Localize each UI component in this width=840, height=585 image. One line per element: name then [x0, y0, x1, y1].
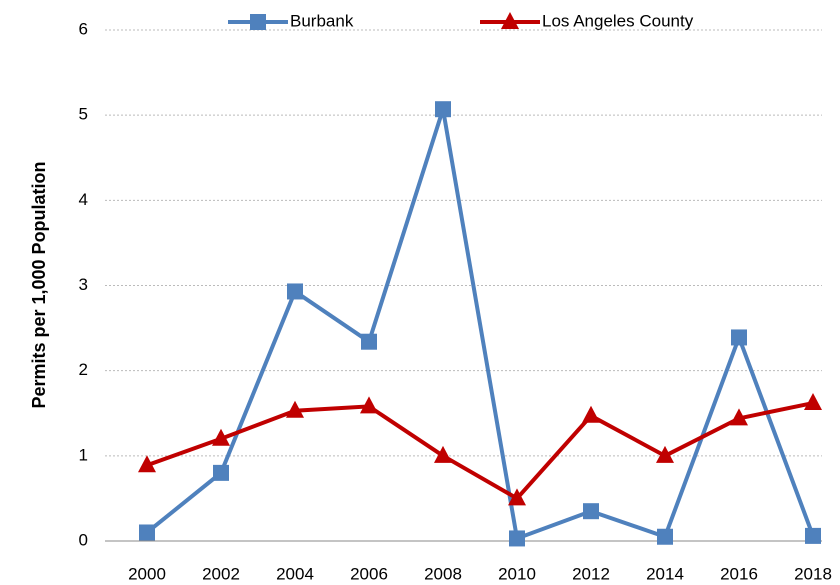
y-tick-label: 0	[79, 530, 88, 549]
marker	[583, 503, 599, 520]
legend-label: Los Angeles County	[542, 11, 694, 30]
marker	[250, 14, 266, 30]
x-tick-label: 2014	[646, 564, 684, 583]
marker	[656, 445, 674, 463]
marker	[213, 464, 229, 481]
marker	[508, 488, 526, 506]
line	[145, 108, 815, 542]
marker	[434, 445, 452, 463]
y-tick-label: 5	[79, 105, 88, 124]
marker	[501, 12, 519, 29]
line	[146, 401, 814, 501]
marker	[509, 530, 525, 547]
marker	[582, 405, 600, 423]
x-tick-label: 2018	[794, 564, 832, 583]
marker	[657, 528, 673, 545]
marker	[361, 333, 377, 350]
marker	[139, 524, 155, 541]
marker	[805, 527, 821, 544]
x-tick-label: 2010	[498, 564, 536, 583]
marker	[435, 101, 451, 118]
marker	[730, 408, 748, 426]
y-tick-label: 4	[79, 190, 88, 209]
x-tick-label: 2016	[720, 564, 758, 583]
y-tick-label: 6	[79, 19, 88, 38]
marker	[804, 393, 822, 411]
y-tick-label: 3	[79, 275, 88, 294]
marker	[212, 428, 230, 446]
y-axis-label: Permits per 1,000 Population	[29, 161, 49, 408]
x-tick-label: 2008	[424, 564, 462, 583]
x-tick-label: 2004	[276, 564, 314, 583]
marker	[731, 329, 747, 346]
x-tick-label: 2006	[350, 564, 388, 583]
x-tick-label: 2002	[202, 564, 240, 583]
y-tick-label: 1	[79, 445, 88, 464]
marker	[138, 455, 156, 473]
y-tick-label: 2	[79, 360, 88, 379]
x-tick-label: 2012	[572, 564, 610, 583]
legend-label: Burbank	[290, 11, 354, 30]
marker	[286, 400, 304, 418]
marker	[287, 283, 303, 300]
marker	[360, 396, 378, 414]
x-tick-label: 2000	[128, 564, 166, 583]
